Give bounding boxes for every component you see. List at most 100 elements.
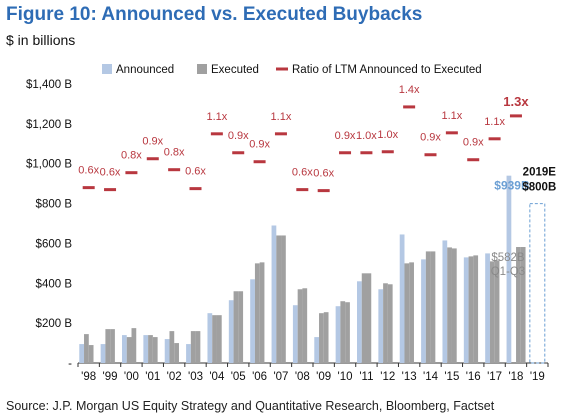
ratio-label: 1.1x	[206, 111, 227, 123]
announced-bar	[506, 175, 512, 363]
ratio-label: 0.9x	[142, 136, 163, 148]
executed-bar	[174, 343, 179, 363]
ratio-label: 0.9x	[463, 137, 484, 149]
announced-bar	[186, 344, 191, 363]
x-tick-label: '07	[273, 371, 288, 383]
executed-bar	[84, 334, 89, 363]
announced-bar	[122, 335, 127, 363]
ratio-label: 0.9x	[420, 132, 441, 144]
executed-bar	[169, 331, 175, 363]
executed-bar	[281, 235, 286, 363]
announced-bar	[463, 257, 469, 363]
executed-bar	[494, 260, 500, 363]
y-tick-label: $1,400 B	[26, 79, 72, 91]
executed-bar	[447, 247, 452, 363]
executed-bar	[190, 331, 196, 363]
announced-bar	[399, 234, 405, 363]
ratio-label: 1.1x	[271, 111, 292, 123]
executed-bar	[259, 262, 265, 363]
legend-announced-label: Announced	[116, 64, 174, 76]
x-tick-label: '06	[252, 371, 267, 383]
estimate-year-label: 2019E	[523, 167, 557, 179]
x-tick-label: '12	[380, 371, 395, 383]
ratio-label: 0.9x	[335, 130, 356, 142]
executed-bar	[302, 288, 308, 363]
executed-bar	[489, 261, 495, 363]
announced-bar	[228, 300, 234, 363]
executed-bar	[238, 291, 244, 363]
announced-bar	[378, 289, 384, 363]
announced-bar	[164, 339, 170, 363]
x-tick-label: '14	[423, 371, 439, 383]
announced-bar	[314, 337, 320, 363]
legend-executed-label: Executed	[211, 64, 259, 76]
estimate-bar-2019	[529, 203, 546, 364]
ratio-label: 0.6x	[185, 166, 206, 178]
executed-bar	[88, 345, 94, 363]
ratio-label: 0.8x	[164, 147, 185, 159]
executed-bar	[387, 284, 393, 363]
ratio-label: 0.8x	[121, 150, 142, 162]
announced-bar	[271, 225, 277, 363]
executed-bar	[520, 247, 526, 363]
executed-bar	[425, 251, 431, 363]
y-tick-label: $400 B	[36, 278, 73, 290]
announced-bar	[485, 253, 490, 363]
x-tick-label: '16	[466, 371, 481, 383]
announced-bar	[357, 281, 362, 363]
ratio-label: 0.9x	[249, 139, 270, 151]
ratio-label: 1.0x	[377, 129, 398, 141]
y-tick-label: $600 B	[36, 238, 73, 250]
y-tick-label: $200 B	[36, 318, 73, 330]
executed-bar	[216, 315, 222, 363]
executed-bar	[451, 248, 457, 363]
ratio-label: 0.9x	[228, 130, 249, 142]
executed-bar	[105, 329, 111, 363]
chart-title: Figure 10: Announced vs. Executed Buybac…	[6, 4, 423, 25]
x-tick-label: '10	[338, 371, 353, 383]
x-tick-label: '17	[487, 371, 502, 383]
ratio-label: 0.6x	[292, 167, 313, 179]
x-tick-label: '03	[188, 371, 203, 383]
executed-bar	[319, 313, 324, 363]
x-tick-label: '01	[145, 371, 160, 383]
executed-bar	[340, 301, 346, 363]
x-tick-label: '09	[316, 371, 331, 383]
executed-bar	[366, 273, 372, 363]
executed-bar	[276, 235, 282, 363]
x-tick-label: '13	[402, 371, 417, 383]
executed-bar	[233, 291, 239, 363]
ratio-label: 1.1x	[441, 110, 462, 122]
x-tick-label: '11	[359, 371, 373, 383]
ratio-label: 1.4x	[399, 84, 420, 96]
y-tick-label: $800 B	[36, 199, 73, 211]
announced-bar	[421, 259, 426, 363]
ratio-label: 1.1x	[484, 116, 505, 128]
executed-bar	[383, 283, 388, 363]
executed-bar	[110, 329, 115, 363]
executed-bar	[361, 273, 367, 363]
x-tick-label: '99	[103, 371, 118, 383]
estimate-value-label: $800B	[522, 182, 556, 194]
ratio-label: 1.3x	[503, 94, 529, 109]
x-tick-label: '08	[295, 371, 310, 383]
x-tick-label: '04	[209, 371, 225, 383]
executed-bar	[148, 335, 153, 363]
executed-2018-label: $582B	[491, 252, 525, 264]
executed-bar	[131, 328, 137, 363]
x-tick-label: '05	[231, 371, 246, 383]
executed-bar	[212, 315, 217, 363]
announced-bar	[250, 279, 255, 363]
announced-bar	[335, 306, 341, 363]
x-tick-label: '15	[444, 371, 459, 383]
x-tick-label: '00	[124, 371, 139, 383]
ratio-label: 0.6x	[313, 168, 334, 180]
executed-bar	[473, 255, 479, 363]
announced-bar	[143, 335, 149, 363]
legend-ratio-label: Ratio of LTM Announced to Executed	[292, 64, 482, 76]
y-tick-label: -	[68, 358, 72, 370]
executed-bar	[430, 251, 436, 363]
announced-bar	[442, 240, 448, 363]
executed-bar	[345, 302, 350, 363]
